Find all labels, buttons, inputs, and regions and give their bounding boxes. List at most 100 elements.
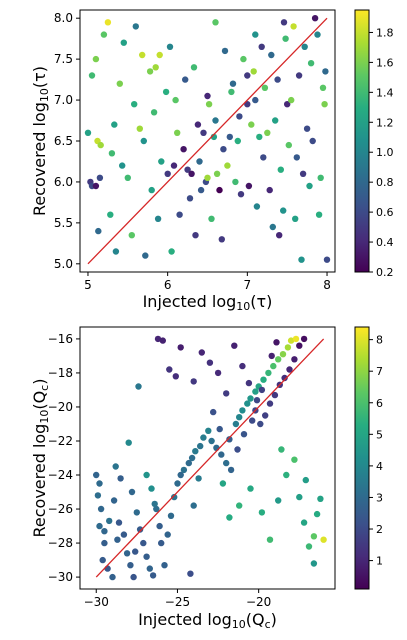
top-scatter-point (245, 182, 253, 190)
top-scatter-point (237, 191, 245, 198)
bottom-scatter-point (223, 390, 230, 397)
bottom-scatter-point (310, 533, 318, 540)
top-scatter-point (205, 101, 213, 108)
bottom-scatter-point (135, 383, 142, 390)
bottom-scatter-point (109, 573, 116, 581)
bottom-scatter-point (159, 337, 166, 344)
top-scatter-point (162, 88, 170, 96)
bottom-colorbar-tick-label: 6 (376, 397, 383, 410)
bottom-scatter-point (96, 480, 103, 487)
bottom-y-tick-label: −16 (48, 332, 73, 346)
top-colorbar-tick-label: 1.6 (376, 56, 394, 69)
top-colorbar-tick-label: 0.8 (376, 176, 394, 189)
bottom-scatter-point (110, 497, 118, 504)
bottom-scatter-point (231, 342, 238, 349)
bottom-scatter-point (185, 459, 192, 467)
bottom-colorbar-tick-label: 7 (376, 365, 383, 378)
top-scatter-point (303, 125, 311, 132)
bottom-scatter-point (286, 366, 293, 373)
bottom-scatter-point (177, 471, 184, 479)
top-scatter-point (200, 129, 207, 136)
top-scatter-point (142, 252, 149, 259)
top-colorbar-tick-label: 1.8 (376, 26, 394, 39)
bottom-colorbar-tick-label: 4 (376, 460, 383, 473)
top-colorbar-tick-label: 1.0 (376, 146, 394, 159)
top-scatter-point (295, 72, 303, 79)
top-scatter-point (280, 207, 287, 214)
top-scatter-point (196, 158, 203, 165)
bottom-scatter-point (198, 349, 205, 356)
top-scatter-point (323, 256, 331, 263)
bottom-scatter-point (252, 388, 259, 395)
bottom-scatter-point (93, 471, 100, 479)
bottom-scatter-point (268, 352, 275, 360)
top-scatter-point (170, 162, 178, 169)
top-scatter-point (315, 211, 323, 218)
bottom-scatter-point (174, 480, 181, 487)
top-scatter-point (269, 223, 276, 231)
bottom-scatter-point (320, 536, 327, 543)
bottom-scatter-point (216, 425, 223, 433)
bottom-scatter-point (125, 439, 132, 446)
top-scatter-point (197, 186, 205, 194)
top-scatter-point (172, 96, 179, 104)
top-scatter-point (111, 121, 118, 128)
bottom-scatter-point (271, 391, 279, 399)
bottom-scatter-point (258, 509, 266, 516)
top-scatter-point (226, 133, 233, 141)
bottom-scatter-point (114, 536, 121, 543)
bottom-colorbar-tick-label: 1 (376, 555, 383, 568)
top-scatter-point (95, 227, 102, 235)
top-scatter-point (107, 211, 114, 218)
bottom-scatter-point (305, 543, 313, 550)
bottom-scatter-points (93, 335, 327, 581)
bottom-scatter-point (205, 427, 212, 434)
top-colorbar-tick-label: 1.2 (376, 116, 394, 129)
bottom-scatter-point (317, 495, 324, 502)
bottom-scatter-point (278, 446, 285, 453)
bottom-x-tick-label: −30 (84, 595, 109, 609)
top-scatter-point (131, 101, 138, 108)
bottom-scatter-point (214, 369, 222, 377)
top-y-ticks: 5.0 5.5 6.0 6.5 7.0 7.5 8.0 (54, 11, 80, 271)
top-scatter-point (158, 158, 165, 165)
top-scatter-point (244, 72, 251, 79)
top-x-tick-label: 7 (244, 278, 252, 292)
bottom-scatter-point (300, 335, 308, 343)
top-scatter-point (252, 31, 259, 38)
top-reference-line (87, 17, 328, 265)
bottom-scatter-point (245, 379, 253, 387)
top-scatter-point (150, 109, 158, 116)
top-scatter-point (120, 39, 128, 46)
top-scatter-point (277, 166, 284, 173)
bottom-scatter-point (239, 362, 246, 370)
top-scatter-point (208, 215, 215, 222)
bottom-scatter-point (200, 434, 207, 441)
top-scatter-point (314, 31, 321, 38)
bottom-scatter-point (236, 414, 243, 421)
top-x-tick-label: 8 (323, 278, 331, 292)
bottom-scatter-panel: −30 −25 −20 −30 −28 −26 −24 −22 −20 −18 −16 Injec… (30, 326, 383, 631)
top-scatter-panel: 5 6 7 8 5.0 5.5 6.0 6.5 7.0 7.5 8.0 Injected log1… (30, 9, 394, 313)
bottom-scatter-point (167, 512, 175, 519)
top-colorbar-tick-label: 0.2 (376, 266, 394, 279)
top-y-tick-label: 5.5 (54, 216, 73, 230)
top-scatter-point (139, 51, 146, 59)
bottom-scatter-point (187, 570, 194, 577)
bottom-scatter-point (239, 407, 246, 414)
top-scatter-point (174, 129, 181, 136)
bottom-scatter-point (253, 397, 261, 404)
top-scatter-point (250, 68, 257, 75)
top-x-tick-label: 6 (164, 278, 172, 292)
top-x-axis-label: Injected log10(τ) (143, 292, 273, 313)
top-scatter-point (220, 146, 227, 153)
top-y-tick-label: 7.5 (54, 52, 73, 66)
top-colorbar-tick-label: 0.6 (376, 206, 394, 219)
bottom-scatter-point (190, 378, 197, 385)
top-scatter-point (252, 96, 259, 104)
top-scatter-point (221, 47, 229, 55)
top-scatter-point (307, 60, 315, 67)
top-scatter-point (236, 113, 243, 120)
top-scatter-point (164, 170, 171, 177)
top-scatter-point (204, 92, 211, 100)
